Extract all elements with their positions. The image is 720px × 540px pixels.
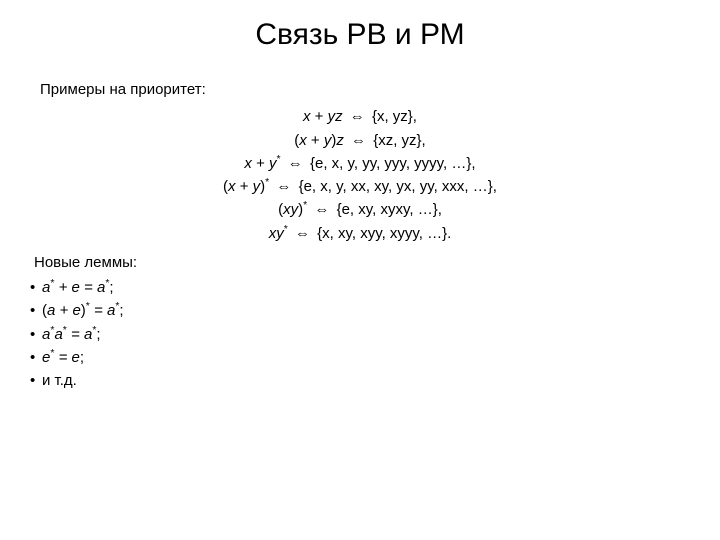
- eq5-xy: xy: [283, 201, 298, 218]
- l3-end: ;: [96, 326, 100, 343]
- eq6-rhs: {x, xy, xyy, xyyy, …}.: [317, 225, 451, 242]
- eq4-arrow: ⇔: [273, 178, 294, 195]
- l3-eq: = a: [67, 326, 92, 343]
- lemma-4: e* = e;: [30, 346, 690, 369]
- lemma-3: a*a* = a*;: [30, 323, 690, 346]
- section-new-lemmas: Новые леммы:: [34, 251, 690, 274]
- eq1-arrow: ⇔: [347, 108, 368, 125]
- l4-eq: = e: [54, 349, 79, 366]
- equation-3: x + y* ⇔ {e, x, y, yy, yyy, yyyy, …},: [30, 152, 690, 175]
- eq2-close-z: )z: [331, 132, 344, 149]
- eq1-lhs-yz: yz: [328, 108, 343, 125]
- eq2-plus: +: [307, 132, 324, 149]
- eq4-rhs: {e, x, y, xx, xy, yx, yy, xxx, …},: [299, 178, 497, 195]
- slide: Связь РВ и РМ Примеры на приоритет: x + …: [0, 0, 720, 540]
- eq3-arrow: ⇔: [285, 155, 306, 172]
- eq5-star: *: [303, 199, 307, 211]
- eq2-arrow: ⇔: [348, 132, 369, 149]
- equation-2: (x + y)z ⇔ {xz, yz},: [30, 129, 690, 152]
- lemma-1: a* + e = a*;: [30, 276, 690, 299]
- l2-eq: = a: [90, 302, 115, 319]
- eq3-x: x: [244, 155, 252, 172]
- eq1-plus: +: [311, 108, 328, 125]
- equation-5: (xy)* ⇔ {e, xy, xyxy, …},: [30, 198, 690, 221]
- eq3-rhs: {e, x, y, yy, yyy, yyyy, …},: [310, 155, 476, 172]
- page-title: Связь РВ и РМ: [0, 0, 720, 62]
- eq2-x: x: [299, 132, 307, 149]
- lemma-list: a* + e = a*; (a + e)* = a*; a*a* = a*; e…: [30, 276, 690, 392]
- eq3-y: y: [269, 155, 277, 172]
- eq6-xy: xy: [269, 225, 284, 242]
- eq4-x: x: [228, 178, 236, 195]
- eq6-arrow: ⇔: [292, 225, 313, 242]
- eq6-star: *: [284, 223, 288, 235]
- lemma-5: и т.д.: [30, 369, 690, 392]
- equation-6: xy* ⇔ {x, xy, xyy, xyyy, …}.: [30, 222, 690, 245]
- eq2-rhs: {xz, yz},: [373, 132, 426, 149]
- eq3-star: *: [277, 153, 281, 165]
- equation-4: (x + y)* ⇔ {e, x, y, xx, xy, yx, yy, xxx…: [30, 175, 690, 198]
- eq5-arrow: ⇔: [311, 201, 332, 218]
- eq1-rhs: {x, yz},: [372, 108, 417, 125]
- intro-text: Примеры на приоритет:: [40, 78, 690, 101]
- l2-mid: + e: [55, 302, 80, 319]
- l1-mid: + e = a: [54, 279, 105, 296]
- eq5-rhs: {e, xy, xyxy, …},: [337, 201, 442, 218]
- l4-end: ;: [80, 349, 84, 366]
- l2-end: ;: [119, 302, 123, 319]
- lemma-2: (a + e)* = a*;: [30, 299, 690, 322]
- equation-1: x + yz ⇔ {x, yz},: [30, 105, 690, 128]
- l1-end: ;: [109, 279, 113, 296]
- eq4-plus: +: [236, 178, 253, 195]
- eq1-lhs-x: x: [303, 108, 311, 125]
- l5-text: и т.д.: [42, 372, 77, 389]
- eq3-plus: +: [252, 155, 269, 172]
- l3-a2: a: [54, 326, 62, 343]
- eq4-star: *: [265, 176, 269, 188]
- slide-body: Примеры на приоритет: x + yz ⇔ {x, yz}, …: [0, 62, 720, 392]
